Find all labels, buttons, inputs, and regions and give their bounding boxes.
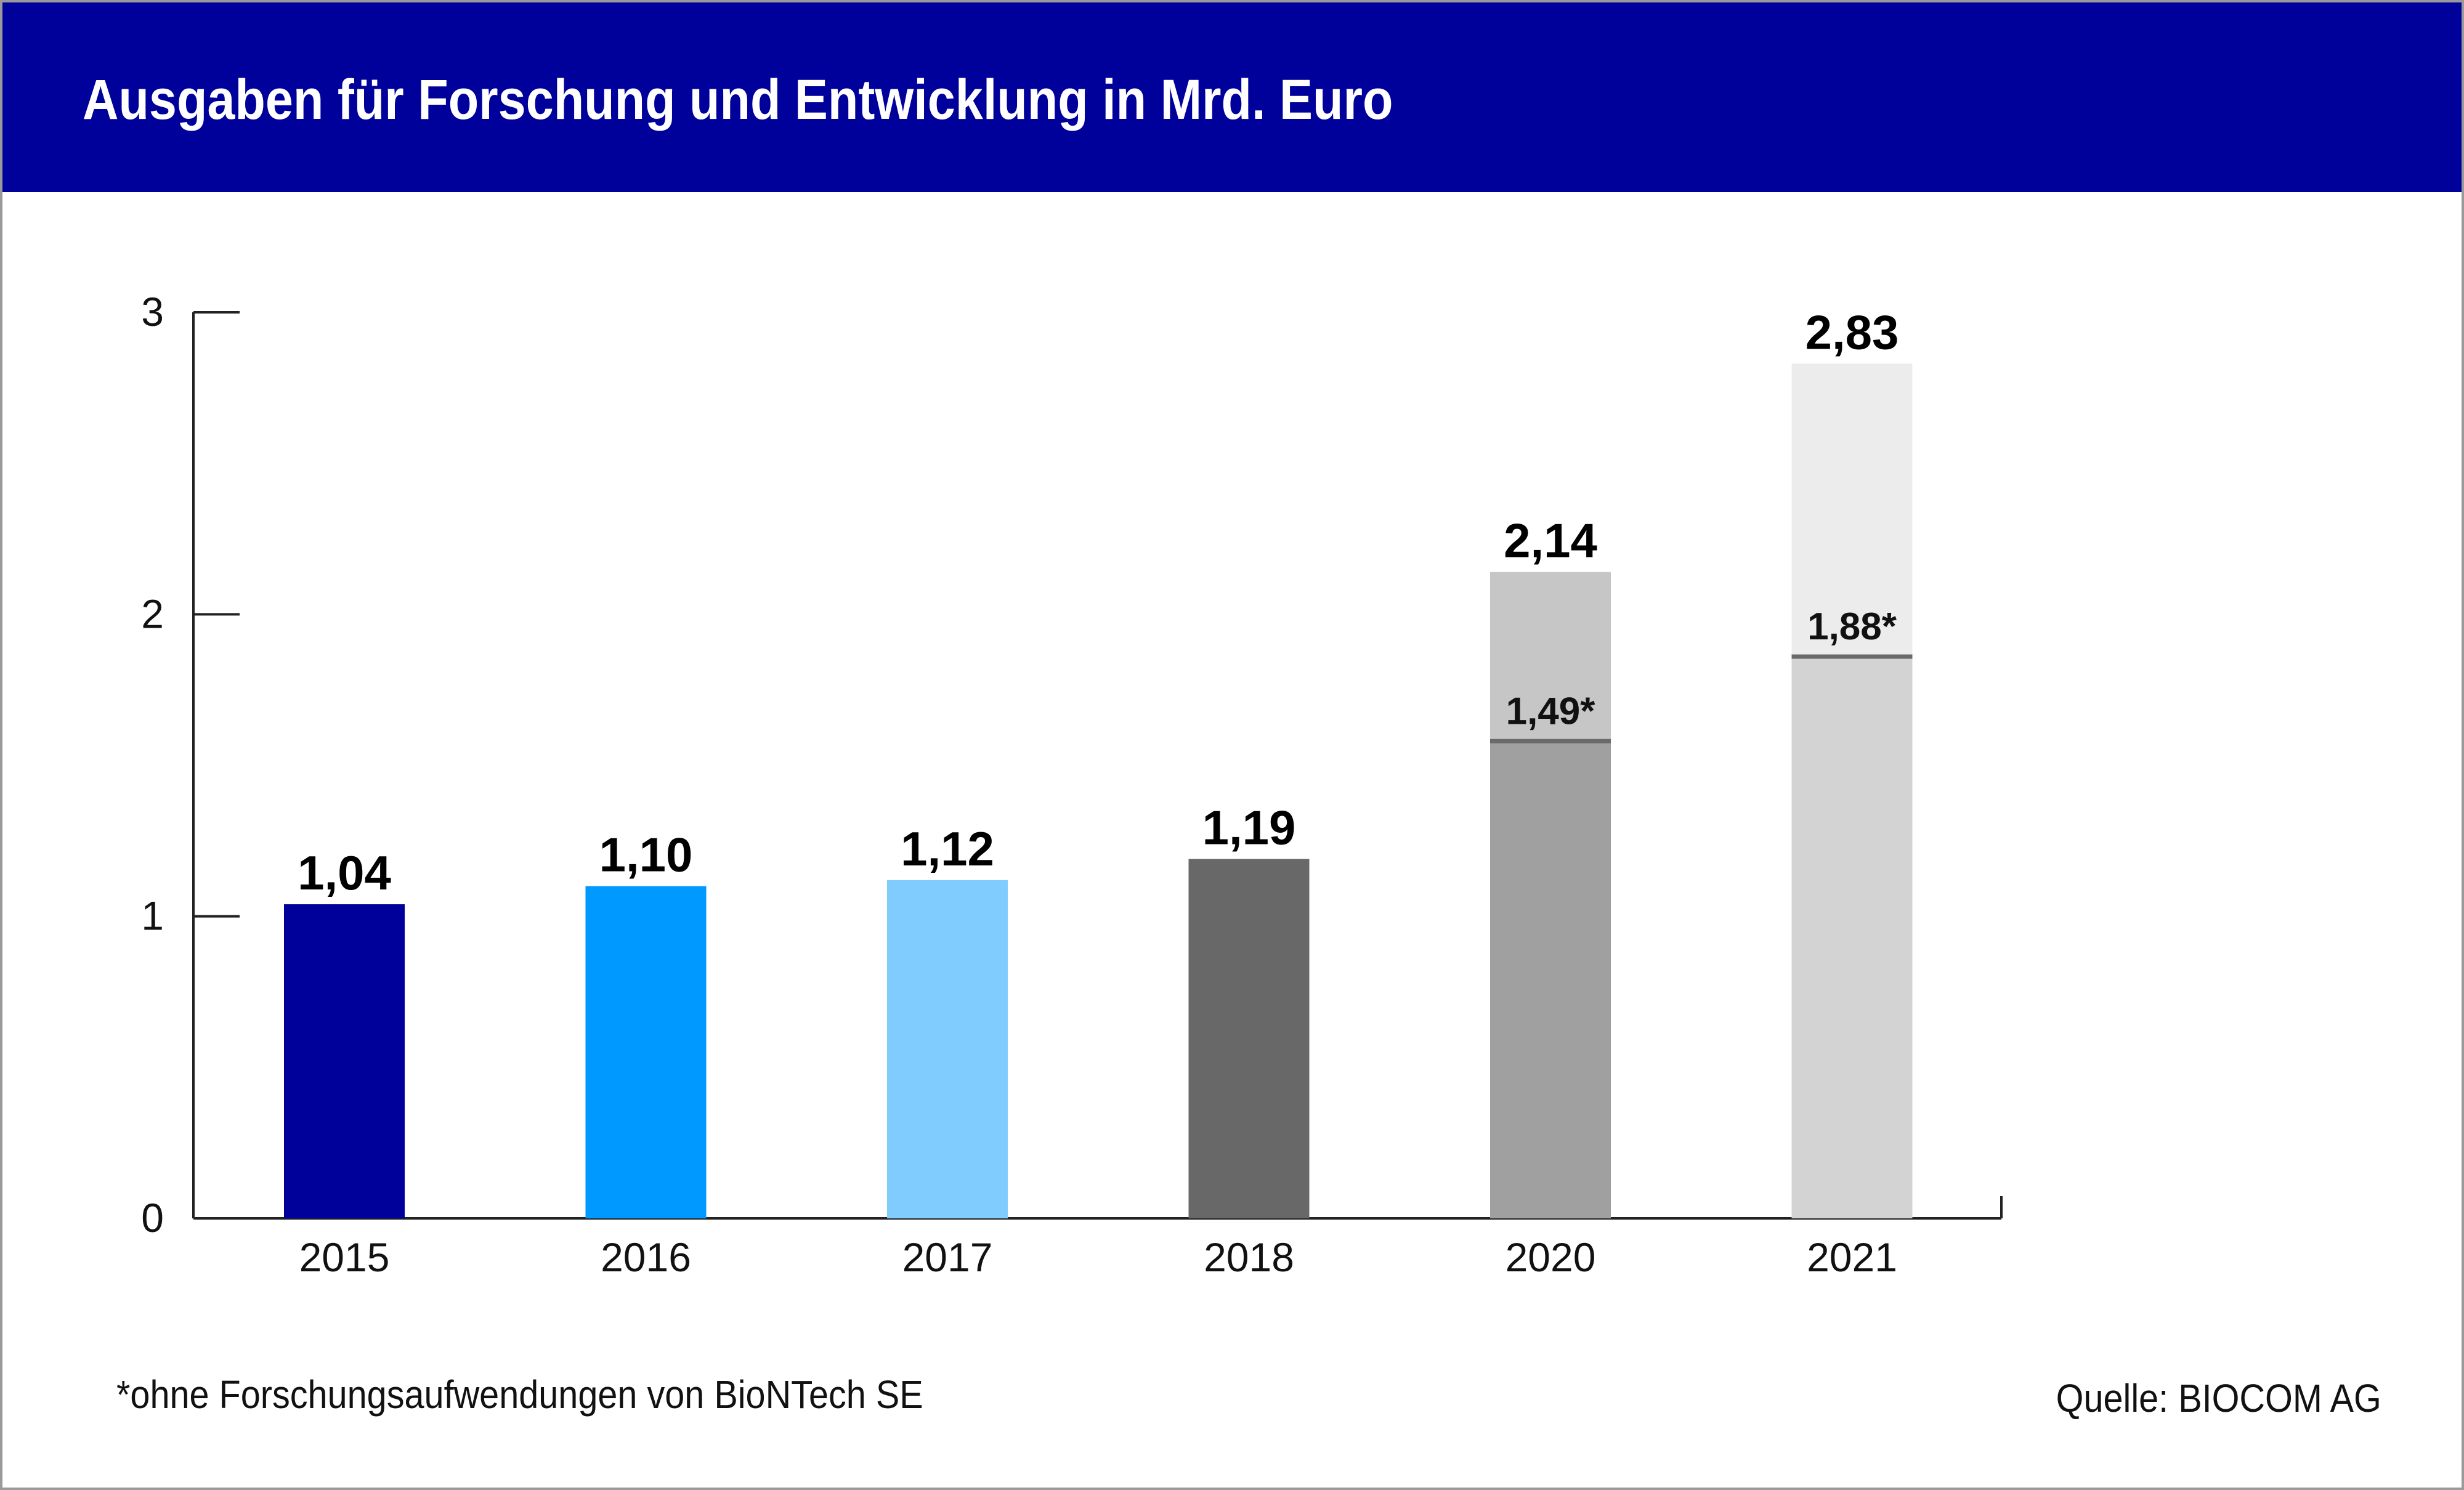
value-label-2016: 1,10 — [599, 828, 693, 882]
y-tick-label: 2 — [141, 591, 164, 636]
x-tick-label-2016: 2016 — [601, 1234, 691, 1280]
bar-segment-2021 — [1791, 656, 1913, 1218]
y-tick-label: 0 — [141, 1195, 164, 1241]
sub-value-label-2020: 1,49* — [1506, 690, 1596, 732]
value-label-2017: 1,12 — [901, 822, 994, 876]
x-tick-label-2015: 2015 — [299, 1234, 390, 1280]
bar-2017 — [887, 880, 1008, 1218]
chart-axes: 0 1 2 3 — [141, 289, 2003, 1241]
value-label-2018: 1,19 — [1202, 801, 1296, 855]
bar-segment-2020 — [1490, 741, 1611, 1218]
footnote: *ohne Forschungsaufwendungen von BioNTec… — [116, 1372, 923, 1417]
y-tick-label: 1 — [141, 893, 164, 939]
source-note: Quelle: BIOCOM AG — [2056, 1376, 2381, 1420]
x-tick-label-2017: 2017 — [902, 1234, 993, 1280]
x-tick-label-2021: 2021 — [1807, 1234, 1897, 1280]
value-label-2020: 2,14 — [1504, 514, 1597, 568]
y-tick-label: 3 — [141, 289, 164, 334]
chart-header: Ausgaben für Forschung und Entwicklung i… — [2, 2, 2462, 192]
chart-title: Ausgaben für Forschung und Entwicklung i… — [83, 68, 1393, 131]
sub-value-label-2021: 1,88* — [1807, 605, 1897, 648]
bar-2018 — [1188, 859, 1310, 1218]
bar-2015 — [284, 904, 405, 1218]
chart-labels: 1,04 2015 1,10 2016 1,12 2017 1,19 2018 1,49* 2,1… — [298, 305, 1899, 1280]
x-tick-label-2020: 2020 — [1506, 1234, 1596, 1280]
bar-2016 — [585, 886, 707, 1218]
value-label-2015: 1,04 — [298, 846, 391, 900]
value-label-2021: 2,83 — [1805, 305, 1899, 359]
chart-bars — [284, 363, 1913, 1218]
x-tick-label-2018: 2018 — [1204, 1234, 1294, 1280]
